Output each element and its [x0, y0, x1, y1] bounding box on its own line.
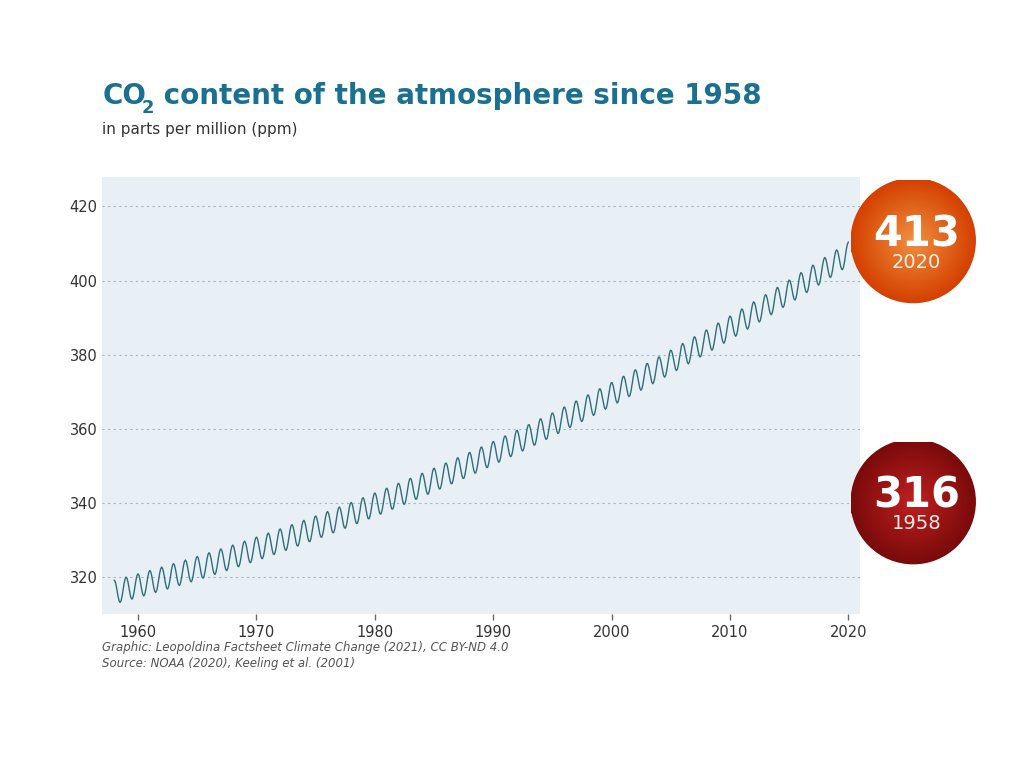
Circle shape [902, 230, 924, 251]
Circle shape [893, 482, 933, 521]
Circle shape [874, 463, 952, 541]
Circle shape [898, 486, 929, 517]
Circle shape [862, 451, 965, 553]
Circle shape [857, 446, 969, 558]
Text: content of the atmosphere since 1958: content of the atmosphere since 1958 [154, 81, 761, 110]
Circle shape [898, 225, 929, 256]
Circle shape [851, 178, 975, 303]
Circle shape [865, 193, 962, 289]
Circle shape [911, 500, 914, 503]
Text: in parts per million (ppm): in parts per million (ppm) [102, 122, 298, 137]
Circle shape [890, 478, 937, 525]
Circle shape [890, 217, 937, 263]
Circle shape [876, 204, 950, 278]
Circle shape [868, 196, 958, 286]
Text: 316: 316 [873, 474, 959, 516]
Circle shape [866, 194, 959, 287]
Circle shape [881, 208, 946, 273]
Circle shape [884, 211, 943, 270]
Circle shape [874, 202, 952, 280]
Text: 2: 2 [141, 99, 154, 117]
Circle shape [887, 475, 940, 528]
Circle shape [896, 485, 930, 518]
Circle shape [887, 214, 940, 267]
Circle shape [871, 199, 955, 283]
Circle shape [869, 458, 956, 545]
Circle shape [886, 213, 941, 269]
Circle shape [878, 205, 949, 276]
Circle shape [896, 223, 930, 257]
Circle shape [907, 495, 920, 508]
Circle shape [856, 184, 971, 298]
Circle shape [854, 442, 972, 561]
Circle shape [884, 472, 943, 531]
Circle shape [883, 471, 944, 533]
Circle shape [901, 489, 926, 514]
Text: 1958: 1958 [892, 514, 941, 533]
Circle shape [880, 468, 947, 536]
Circle shape [859, 448, 968, 556]
Text: Source: NOAA (2020), Keeling et al. (2001): Source: NOAA (2020), Keeling et al. (200… [102, 657, 355, 670]
Circle shape [908, 236, 918, 245]
Circle shape [857, 185, 969, 296]
Circle shape [869, 197, 956, 284]
Circle shape [854, 181, 972, 300]
Circle shape [856, 445, 971, 559]
Circle shape [881, 469, 946, 535]
Text: Leopoldina factsheet climate change: causes, consequences and possible actions: Leopoldina factsheet climate change: cau… [18, 734, 564, 746]
Circle shape [853, 180, 974, 301]
Circle shape [908, 497, 918, 506]
Text: Version 1.1, October 2021: Version 1.1, October 2021 [831, 734, 1006, 746]
Circle shape [895, 483, 932, 520]
Text: CO: CO [102, 81, 146, 110]
Circle shape [851, 439, 975, 564]
Circle shape [892, 480, 935, 523]
Circle shape [863, 452, 963, 551]
Circle shape [892, 219, 935, 262]
Circle shape [871, 460, 955, 544]
FancyArrow shape [817, 239, 854, 253]
Text: Graphic: Leopoldina Factsheet Climate Change (2021), CC BY-ND 4.0: Graphic: Leopoldina Factsheet Climate Ch… [102, 641, 509, 654]
Circle shape [860, 449, 966, 554]
Circle shape [880, 207, 947, 275]
Circle shape [901, 228, 926, 253]
Circle shape [899, 227, 927, 254]
Circle shape [878, 466, 949, 538]
Circle shape [876, 465, 950, 539]
Circle shape [904, 492, 923, 511]
Circle shape [904, 231, 923, 250]
Circle shape [905, 233, 921, 248]
Circle shape [863, 191, 963, 290]
Circle shape [872, 200, 953, 281]
Circle shape [872, 462, 953, 542]
Circle shape [910, 237, 916, 243]
Circle shape [911, 239, 914, 242]
Circle shape [865, 454, 962, 550]
FancyArrow shape [817, 500, 854, 514]
Circle shape [910, 498, 916, 505]
Circle shape [886, 474, 941, 530]
Circle shape [889, 216, 938, 266]
Circle shape [853, 441, 974, 562]
Circle shape [889, 477, 938, 527]
Circle shape [868, 457, 958, 547]
Circle shape [907, 234, 920, 247]
Circle shape [859, 187, 968, 295]
Circle shape [905, 494, 921, 509]
Circle shape [883, 210, 944, 272]
Circle shape [899, 488, 927, 515]
Circle shape [895, 222, 932, 259]
Circle shape [866, 455, 959, 548]
Text: 413: 413 [873, 213, 959, 255]
Circle shape [893, 220, 933, 260]
Text: 2020: 2020 [892, 253, 941, 272]
Circle shape [862, 190, 965, 292]
Circle shape [902, 491, 924, 512]
Circle shape [860, 188, 966, 293]
